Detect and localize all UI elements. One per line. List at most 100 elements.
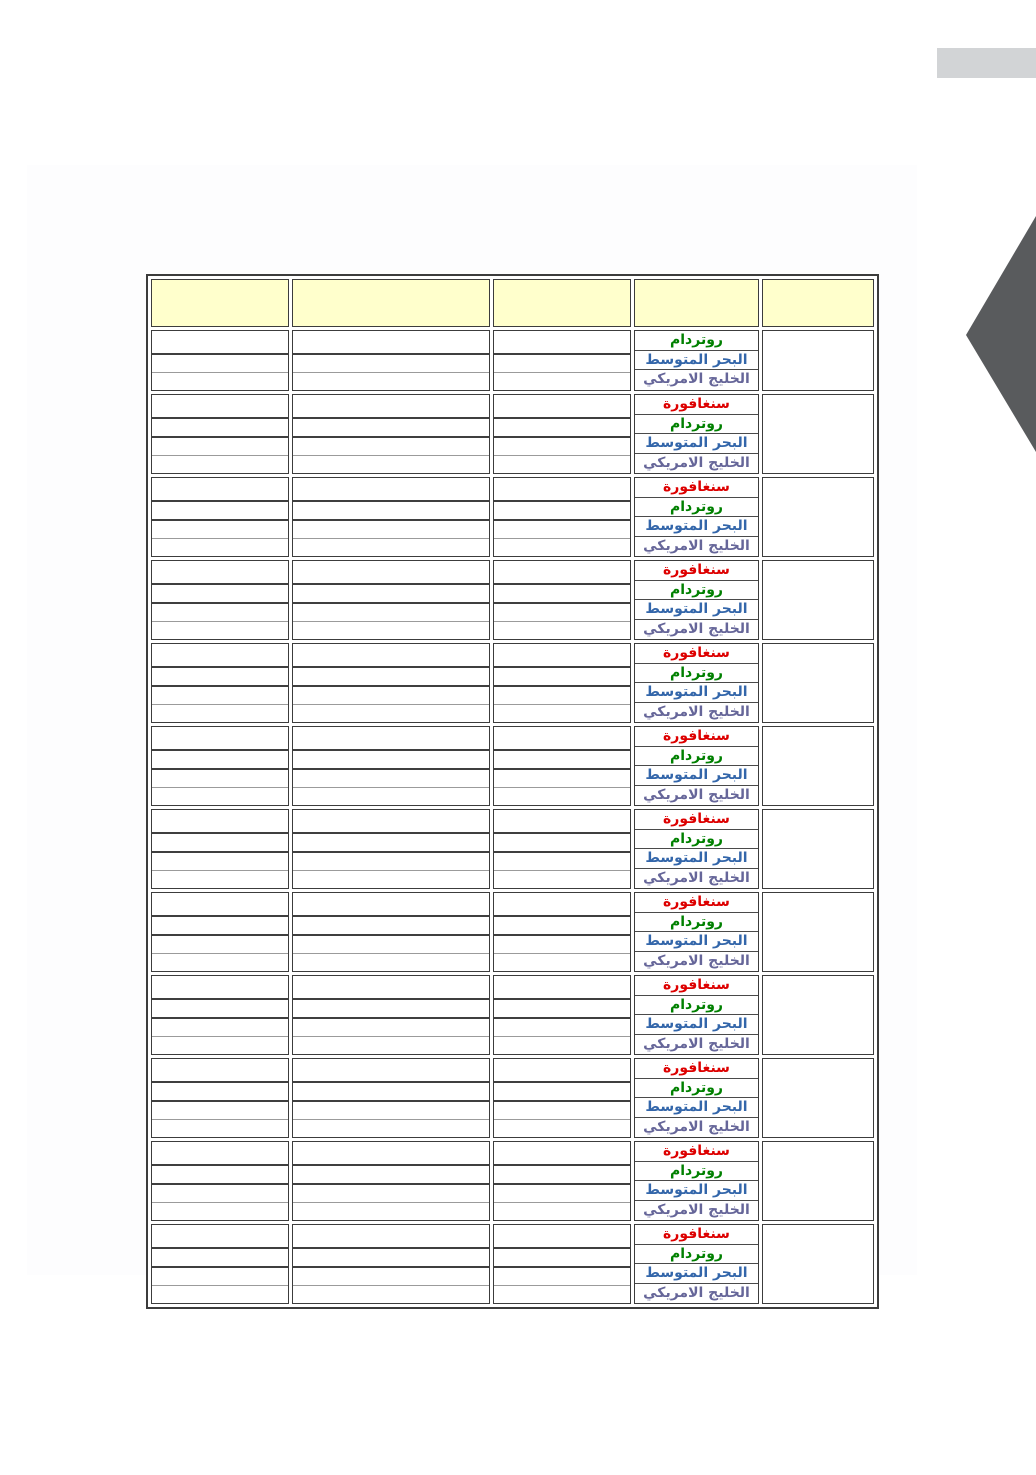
empty-data-cell [292,330,490,391]
empty-data-row [293,649,489,668]
group-12: سنغافورة روتردام البحر المتوسط الخليج الامر… [151,1224,874,1304]
empty-data-row [152,521,288,539]
empty-data-cell [292,394,490,474]
group-note-cell [762,330,874,391]
group-6: سنغافورة روتردام البحر المتوسط الخليج الامر… [151,726,874,806]
empty-data-row [152,1019,288,1037]
empty-data-row [293,456,489,473]
empty-data-row [152,604,288,622]
group-2: سنغافورة روتردام البحر المتوسط الخليج الامر… [151,394,874,474]
group-10: سنغافورة روتردام البحر المتوسط الخليج الامر… [151,1058,874,1138]
empty-data-row [293,483,489,502]
empty-data-row [293,1019,489,1037]
port-label-mediterranean: البحر المتوسط [635,683,758,703]
port-label-cell: سنغافورة روتردام البحر المتوسط الخليج الامر… [634,394,759,474]
port-label-cell: سنغافورة روتردام البحر المتوسط الخليج الامر… [634,1224,759,1304]
port-label-cell: سنغافورة روتردام البحر المتوسط الخليج الامر… [634,1141,759,1221]
header-cell-4 [634,279,759,327]
empty-data-row [152,400,288,419]
empty-data-row [152,917,288,936]
group-note-cell [762,1141,874,1221]
empty-data-row [152,539,288,556]
empty-data-row [293,687,489,705]
empty-data-cell [493,726,631,806]
empty-data-cell [493,975,631,1055]
empty-data-row [152,483,288,502]
empty-data-row [494,751,630,770]
empty-data-row [293,705,489,722]
port-label-american-gulf: الخليج الامريكي [643,869,750,886]
group-9: سنغافورة روتردام البحر المتوسط الخليج الامر… [151,975,874,1055]
group-7: سنغافورة روتردام البحر المتوسط الخليج الامر… [151,809,874,889]
empty-data-row [293,1120,489,1137]
empty-data-row [293,400,489,419]
empty-data-row [293,1203,489,1220]
group-note-cell [762,394,874,474]
empty-data-row [293,438,489,456]
port-label-rotterdam: روتردام [635,913,758,932]
empty-data-cell [151,643,289,723]
empty-data-row [152,954,288,971]
port-label-american-gulf: الخليج الامريكي [643,371,750,387]
empty-data-cell [493,1224,631,1304]
empty-data-row [494,1230,630,1249]
port-label-mediterranean: البحر المتوسط [635,600,758,620]
empty-data-row [152,1147,288,1166]
empty-data-row [293,668,489,687]
empty-data-row [293,1249,489,1268]
empty-data-cell [493,560,631,640]
empty-data-row [152,1083,288,1102]
empty-data-row [152,502,288,521]
empty-data-row [152,336,288,355]
empty-data-row [152,936,288,954]
group-note-cell [762,560,874,640]
port-label-rotterdam: روتردام [635,581,758,600]
empty-data-row [494,1249,630,1268]
empty-data-row [293,936,489,954]
port-label-rotterdam: روتردام [635,830,758,849]
empty-data-row [293,1037,489,1054]
port-label-cell: سنغافورة روتردام البحر المتوسط الخليج الامر… [634,975,759,1055]
port-label-cell: سنغافورة روتردام البحر المتوسط الخليج الامر… [634,1058,759,1138]
empty-data-row [494,981,630,1000]
empty-data-cell [292,726,490,806]
empty-data-row [152,1166,288,1185]
port-label-singapore: سنغافورة [635,810,758,830]
empty-data-cell [493,477,631,557]
empty-data-row [494,585,630,604]
empty-data-row [152,1000,288,1019]
empty-data-row [152,834,288,853]
empty-data-cell [292,1141,490,1221]
empty-data-row [494,1102,630,1120]
empty-data-row [293,815,489,834]
group-note-cell [762,643,874,723]
empty-data-cell [493,643,631,723]
port-label-mediterranean: البحر المتوسط [635,766,758,786]
empty-data-row [494,373,630,390]
header-cell-2 [292,279,490,327]
port-label-singapore: سنغافورة [635,1059,758,1079]
empty-data-row [494,1064,630,1083]
group-1: روتردام البحر المتوسط الخليج الامريكي [151,330,874,391]
empty-data-row [494,1203,630,1220]
empty-data-row [293,1166,489,1185]
left-arrow-icon [966,216,1036,452]
port-label-american-gulf: الخليج الامريكي [643,703,750,720]
empty-data-row [152,1064,288,1083]
group-8: سنغافورة روتردام البحر المتوسط الخليج الامر… [151,892,874,972]
empty-data-cell [292,1224,490,1304]
group-5: سنغافورة روتردام البحر المتوسط الخليج الامر… [151,643,874,723]
empty-data-row [293,585,489,604]
empty-data-row [293,871,489,888]
empty-data-cell [151,394,289,474]
empty-data-row [494,770,630,788]
empty-data-row [494,604,630,622]
port-label-rotterdam: روتردام [635,1245,758,1264]
group-note-cell [762,892,874,972]
empty-data-row [152,751,288,770]
port-label-american-gulf: الخليج الامريكي [643,1201,750,1218]
empty-data-row [293,1064,489,1083]
empty-data-row [494,732,630,751]
empty-data-cell [493,809,631,889]
left-arrow-shape [966,216,1036,452]
